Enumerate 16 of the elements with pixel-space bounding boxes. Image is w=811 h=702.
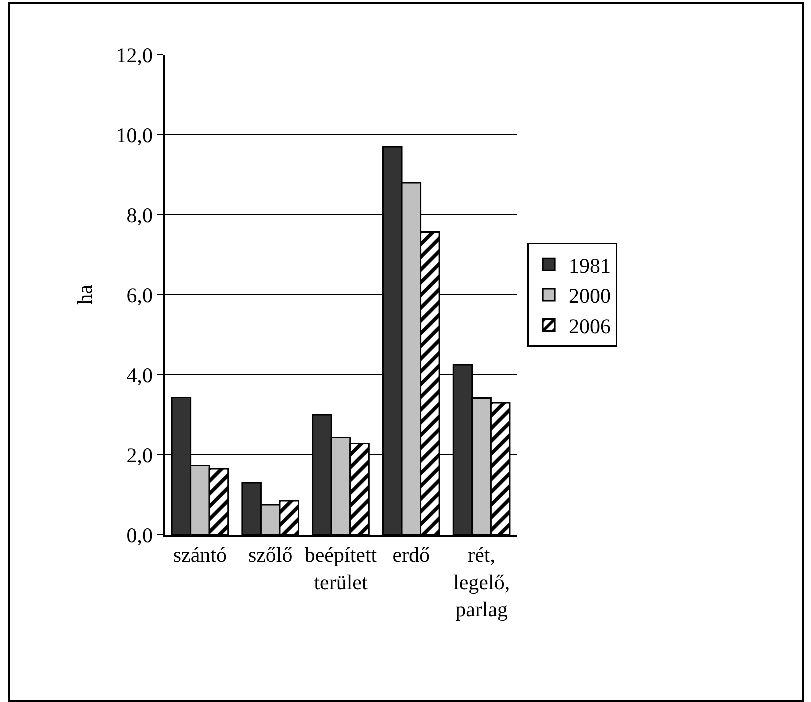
legend-label: 1981 <box>569 254 612 278</box>
text: 2006 <box>569 314 612 338</box>
x-tick-label: szántó <box>173 542 228 567</box>
legend-label: 2000 <box>569 284 612 308</box>
x-tick-label: rét, legelő, parlag <box>454 542 510 622</box>
x-tick-label: beépített terület <box>304 542 378 594</box>
y-axis-title: ha <box>72 284 97 305</box>
y-tick-label: 12,0 <box>116 43 154 68</box>
y-tick-label: 10,0 <box>116 123 154 148</box>
x-tick-label: erdő <box>392 542 430 567</box>
y-tick-label: 8,0 <box>126 203 154 228</box>
y-tick-label: 4,0 <box>126 363 154 388</box>
y-tick-label: 6,0 <box>126 283 154 308</box>
x-tick-label: szőlő <box>248 542 293 567</box>
y-tick-label: 0,0 <box>126 523 154 548</box>
y-tick-label: 2,0 <box>126 443 154 468</box>
